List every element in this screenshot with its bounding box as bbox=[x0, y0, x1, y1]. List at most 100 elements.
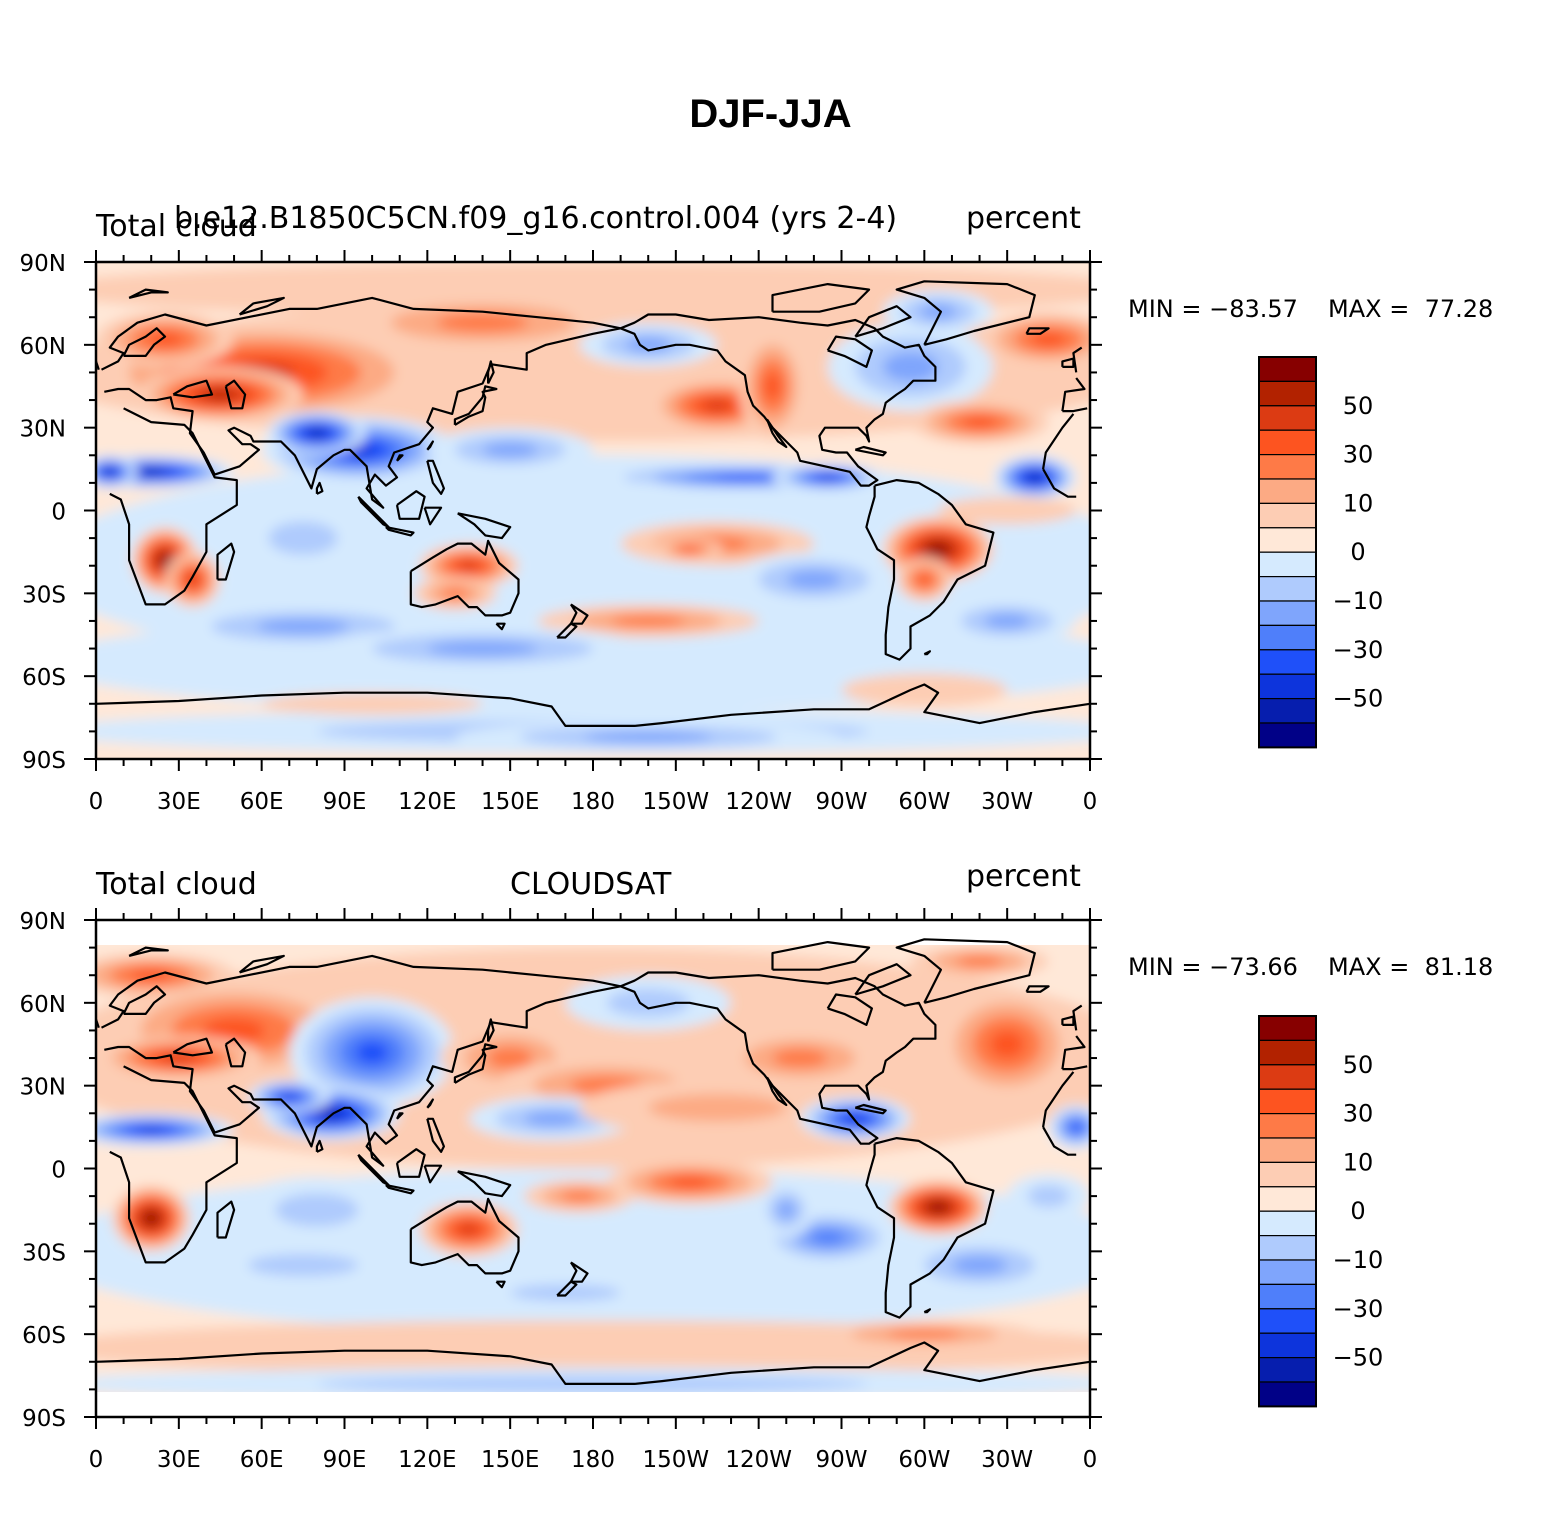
lat-tick-label: 90S bbox=[22, 1406, 66, 1432]
colorbar-tick-label: 30 bbox=[1343, 1100, 1374, 1128]
lon-tick-label: 150E bbox=[481, 1447, 539, 1473]
coastline bbox=[423, 1164, 443, 1184]
coastline bbox=[1072, 346, 1083, 373]
lon-tick-label: 30E bbox=[157, 789, 201, 815]
coastline bbox=[556, 1280, 578, 1297]
coastline bbox=[620, 971, 937, 1145]
lat-tick-label: 60S bbox=[22, 1323, 66, 1349]
lon-tick-label: 0 bbox=[89, 789, 104, 815]
coastline bbox=[569, 603, 589, 625]
lat-tick-label: 0 bbox=[51, 500, 66, 526]
colorbar-box bbox=[1258, 478, 1317, 504]
lat-tick-label: 30N bbox=[20, 417, 66, 443]
colorbar-box bbox=[1258, 527, 1317, 553]
colorbar-box bbox=[1258, 380, 1317, 407]
coastline bbox=[556, 622, 578, 639]
colorbar-tick-label: −10 bbox=[1333, 1246, 1384, 1274]
colorbar-tick-label: −50 bbox=[1333, 1344, 1384, 1372]
coastline bbox=[409, 539, 520, 617]
colorbar-box bbox=[1258, 1283, 1317, 1310]
coastline bbox=[122, 327, 167, 357]
lat-tick-label: 90S bbox=[22, 748, 66, 774]
coastline bbox=[409, 1197, 520, 1275]
coastline bbox=[826, 335, 873, 368]
coastline bbox=[457, 1170, 512, 1198]
coastline bbox=[495, 1280, 506, 1289]
colorbar-frame bbox=[1258, 356, 1317, 749]
colorbar-box bbox=[1258, 600, 1317, 626]
colorbar-box bbox=[1258, 1332, 1317, 1359]
coastline bbox=[457, 512, 512, 540]
coastline bbox=[865, 1137, 995, 1319]
panel-2-min-label: MIN = −73.66 bbox=[1128, 953, 1298, 981]
coastline bbox=[426, 1117, 445, 1153]
colorbar-tick-label: 50 bbox=[1343, 1051, 1374, 1079]
colorbar-box bbox=[1258, 1308, 1317, 1334]
lon-tick-label: 120W bbox=[725, 1447, 792, 1473]
figure-title: DJF-JJA bbox=[689, 92, 852, 136]
lon-tick-label: 30E bbox=[157, 1447, 201, 1473]
coastline bbox=[396, 1112, 404, 1120]
colorbar-box bbox=[1258, 356, 1317, 382]
colorbar-tick-label: 50 bbox=[1343, 392, 1374, 420]
panel-2-center-label: CLOUDSAT bbox=[510, 867, 672, 902]
lon-tick-label: 90W bbox=[815, 1447, 867, 1473]
panel-1-right-label: percent bbox=[966, 201, 1081, 236]
coastline bbox=[1042, 1071, 1075, 1128]
coastline bbox=[101, 954, 622, 1167]
colorbar-box bbox=[1258, 1137, 1317, 1163]
coastline bbox=[487, 1018, 495, 1042]
coastline bbox=[224, 1037, 247, 1068]
coastline bbox=[1042, 413, 1075, 470]
panel-2-axes: 0 30E 60E 90E 120E 150E 180 150W 120W 90W 60W 30W 09… bbox=[20, 908, 1102, 1473]
coastline bbox=[216, 542, 236, 581]
panel-1-max-label: MAX = 77.28 bbox=[1328, 295, 1494, 323]
panel-1-axes: 0 30E 60E 90E 120E 150E 180 150W 120W 90W 60W 30W 09… bbox=[20, 250, 1102, 815]
panel-1-min-label: MIN = −83.57 bbox=[1128, 295, 1298, 323]
coastline bbox=[96, 683, 1090, 727]
colorbar-tick-label: 10 bbox=[1343, 1148, 1374, 1176]
lon-tick-label: 120W bbox=[725, 789, 792, 815]
coastline bbox=[487, 360, 495, 384]
lat-tick-label: 30N bbox=[20, 1075, 66, 1101]
colorbar-box bbox=[1258, 697, 1317, 724]
coastline bbox=[771, 283, 871, 313]
coastline bbox=[426, 440, 434, 451]
colorbar-tick-label: −30 bbox=[1333, 1295, 1384, 1323]
colorbar-box bbox=[1258, 673, 1317, 700]
lon-tick-label: 90E bbox=[323, 789, 367, 815]
lon-tick-label: 30W bbox=[981, 1447, 1033, 1473]
lon-tick-label: 150W bbox=[643, 789, 710, 815]
colorbar-box bbox=[1258, 1161, 1317, 1188]
coastline bbox=[315, 481, 324, 495]
lon-tick-label: 60E bbox=[240, 1447, 284, 1473]
colorbar-tick-label: −30 bbox=[1333, 636, 1384, 664]
colorbar-tick-label: −50 bbox=[1333, 685, 1384, 713]
lat-tick-label: 60S bbox=[22, 665, 66, 691]
lon-tick-label: 90E bbox=[323, 1447, 367, 1473]
colorbar-box bbox=[1258, 1234, 1317, 1261]
lon-tick-label: 0 bbox=[1083, 789, 1098, 815]
lat-tick-label: 60N bbox=[20, 334, 66, 360]
coastline bbox=[765, 418, 788, 449]
lat-tick-label: 0 bbox=[51, 1158, 66, 1184]
colorbar-box bbox=[1258, 1210, 1317, 1237]
coastline bbox=[923, 650, 931, 656]
coastline bbox=[453, 1043, 498, 1084]
coastline bbox=[224, 379, 247, 410]
colorbar-box bbox=[1258, 722, 1317, 748]
lon-tick-label: 180 bbox=[571, 1447, 615, 1473]
colorbar-frame bbox=[1258, 1015, 1317, 1408]
panel-2-map: 0 30E 60E 90E 120E 150E 180 150W 120W 90W 60W 30W 09… bbox=[20, 908, 1102, 1473]
lat-tick-label: 90N bbox=[20, 251, 66, 277]
lon-tick-label: 60W bbox=[898, 1447, 950, 1473]
coastline bbox=[1061, 1015, 1075, 1026]
coastline bbox=[1061, 377, 1086, 412]
coastline bbox=[426, 1098, 434, 1109]
colorbar-box bbox=[1258, 1039, 1317, 1066]
coastline bbox=[895, 938, 1036, 1004]
panel-2-contour-field bbox=[96, 945, 1090, 1392]
coastline bbox=[385, 1184, 415, 1195]
coastline bbox=[238, 954, 285, 974]
